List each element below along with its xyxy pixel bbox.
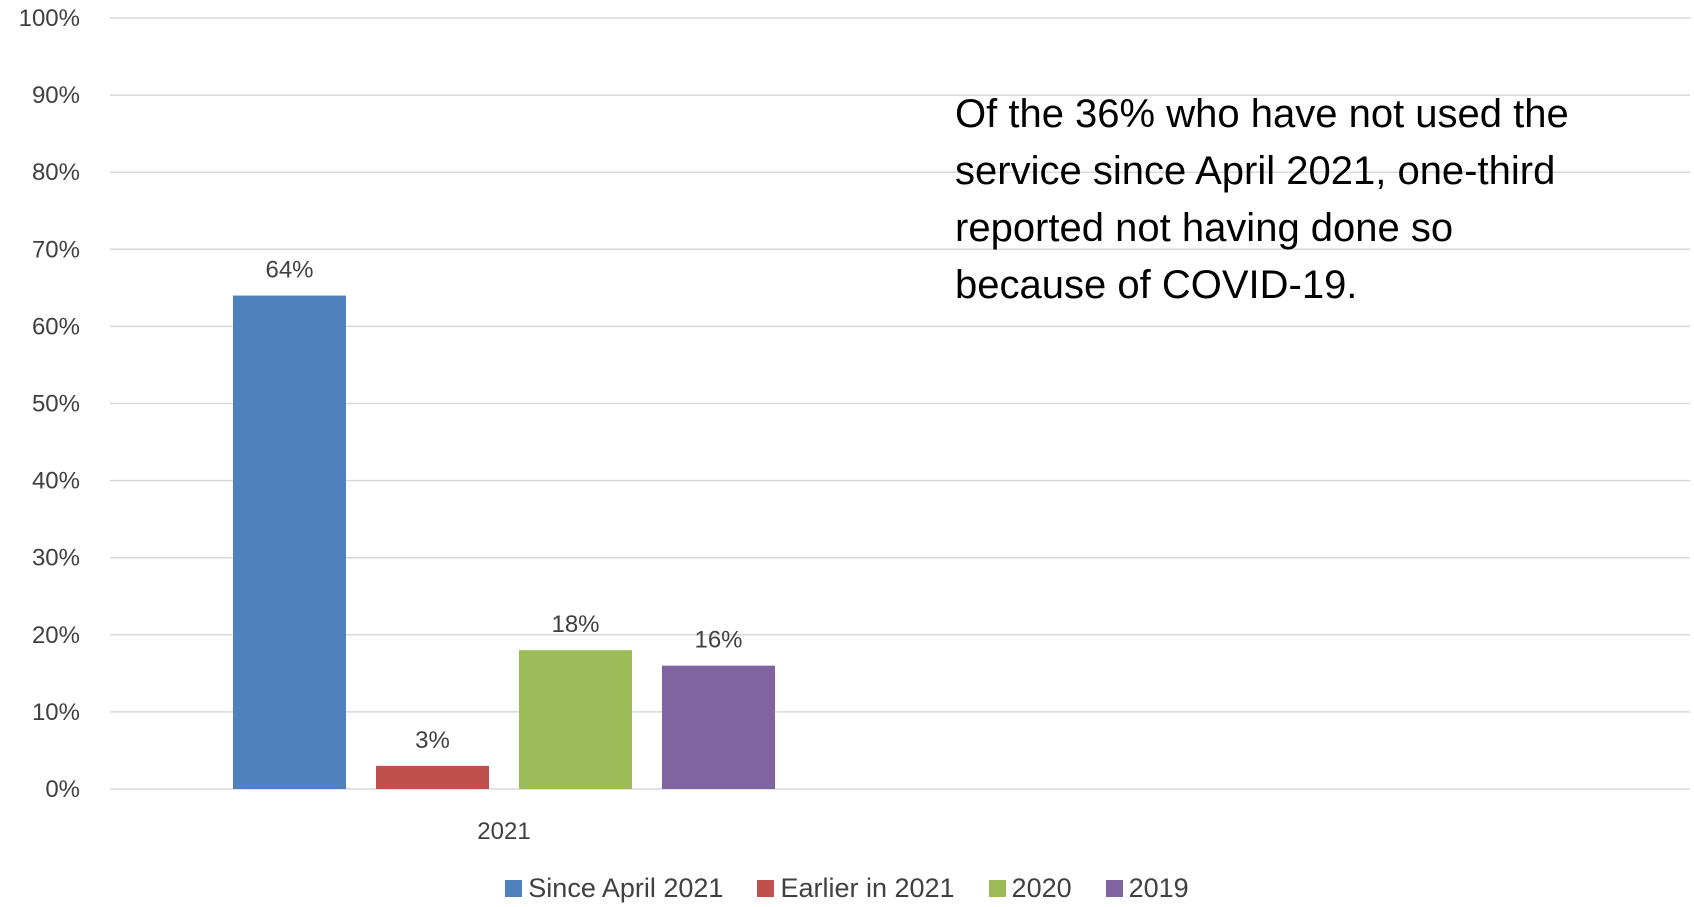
bar-series xyxy=(233,296,775,789)
y-tick-label: 60% xyxy=(32,313,80,340)
y-axis: 0% 10% 20% 30% 40% 50% 60% 70% 80% 90% 100% xyxy=(19,5,80,803)
data-label: 3% xyxy=(415,727,450,754)
bar-2020 xyxy=(519,650,632,789)
y-tick-label: 70% xyxy=(32,236,80,263)
data-label: 16% xyxy=(694,627,742,654)
legend-swatch xyxy=(757,880,774,897)
bar-earlier-in-2021 xyxy=(376,766,489,789)
legend-item: 2019 xyxy=(1106,873,1189,904)
y-tick-label: 90% xyxy=(32,82,80,109)
legend-swatch xyxy=(1106,880,1123,897)
chart-annotation: Of the 36% who have not used the service… xyxy=(955,86,1575,314)
legend-label: 2019 xyxy=(1129,873,1189,904)
x-category-label: 2021 xyxy=(477,818,530,845)
y-tick-label: 10% xyxy=(32,699,80,726)
legend-label: Since April 2021 xyxy=(528,873,723,904)
y-tick-label: 30% xyxy=(32,545,80,572)
legend-swatch xyxy=(989,880,1006,897)
y-tick-label: 100% xyxy=(19,5,80,32)
y-tick-label: 40% xyxy=(32,468,80,495)
bar-since-april-2021 xyxy=(233,296,346,789)
legend-item: 2020 xyxy=(989,873,1072,904)
legend-item: Earlier in 2021 xyxy=(757,873,954,904)
legend-label: 2020 xyxy=(1012,873,1072,904)
bar-2019 xyxy=(662,666,775,789)
y-tick-label: 50% xyxy=(32,391,80,418)
y-tick-label: 20% xyxy=(32,622,80,649)
legend: Since April 2021 Earlier in 2021 2020 2019 xyxy=(0,873,1694,904)
legend-label: Earlier in 2021 xyxy=(780,873,954,904)
data-label: 18% xyxy=(551,611,599,638)
legend-swatch xyxy=(505,880,522,897)
y-tick-label: 80% xyxy=(32,159,80,186)
legend-item: Since April 2021 xyxy=(505,873,723,904)
data-label: 64% xyxy=(265,257,313,284)
y-tick-label: 0% xyxy=(45,776,80,803)
x-axis: 2021 xyxy=(477,818,530,845)
